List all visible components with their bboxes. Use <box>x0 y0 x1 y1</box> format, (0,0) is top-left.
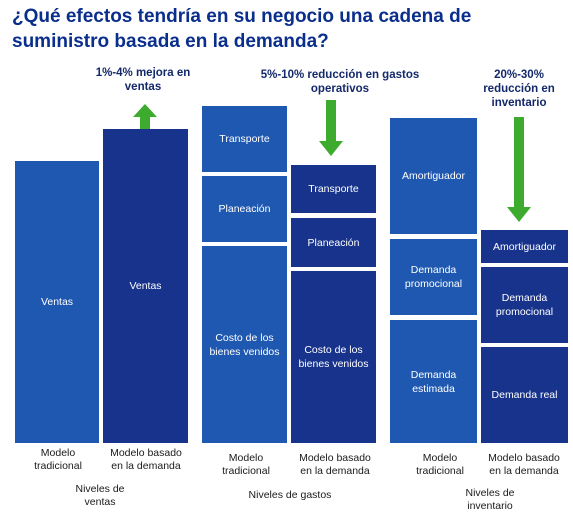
sales-demand-block: Ventas <box>103 129 188 443</box>
costs-label-demand: Modelo basado en la demanda <box>299 452 371 477</box>
down-arrow-icon <box>507 117 531 222</box>
inventory-traditional-estimada: Demanda estimada <box>390 320 477 443</box>
costs-group-label: Niveles de gastos <box>248 489 332 501</box>
inventory-group-label: Niveles de inventario <box>465 487 515 512</box>
inventory-demand-real: Demanda real <box>481 347 568 443</box>
sales-group-label: Niveles de ventas <box>75 483 125 508</box>
sales-callout: 1%-4% mejora en ventas <box>95 67 191 93</box>
inventory-traditional-amortiguador: Amortiguador <box>390 118 477 234</box>
inventory-label-demand: Modelo basado en la demanda <box>488 452 560 477</box>
costs-traditional-planeacion: Planeación <box>202 176 287 242</box>
costs-callout: 5%-10% reducción en gastos operativos <box>260 69 420 95</box>
sales-label-demand: Modelo basado en la demanda <box>110 447 182 472</box>
inventory-demand-promocional: Demanda promocional <box>481 267 568 343</box>
down-arrow-icon <box>319 100 343 156</box>
inventory-demand-amortiguador: Amortiguador <box>481 230 568 263</box>
sales-label-traditional: Modelo tradicional <box>34 447 82 472</box>
costs-traditional-costo: Costo de los bienes venidos <box>202 246 287 443</box>
costs-demand-costo: Costo de los bienes venidos <box>291 271 376 443</box>
costs-label-traditional: Modelo tradicional <box>222 452 270 477</box>
page-title: ¿Qué efectos tendría en su negocio una c… <box>12 6 472 52</box>
sales-traditional-block: Ventas <box>15 161 99 443</box>
inventory-traditional-promocional: Demanda promocional <box>390 239 477 315</box>
inventory-label-traditional: Modelo tradicional <box>416 452 464 477</box>
costs-demand-transporte: Transporte <box>291 165 376 213</box>
up-arrow-icon <box>133 104 157 140</box>
inventory-callout: 20%-30% reducción en inventario <box>483 69 555 109</box>
costs-traditional-transporte: Transporte <box>202 106 287 172</box>
costs-demand-planeacion: Planeación <box>291 218 376 267</box>
